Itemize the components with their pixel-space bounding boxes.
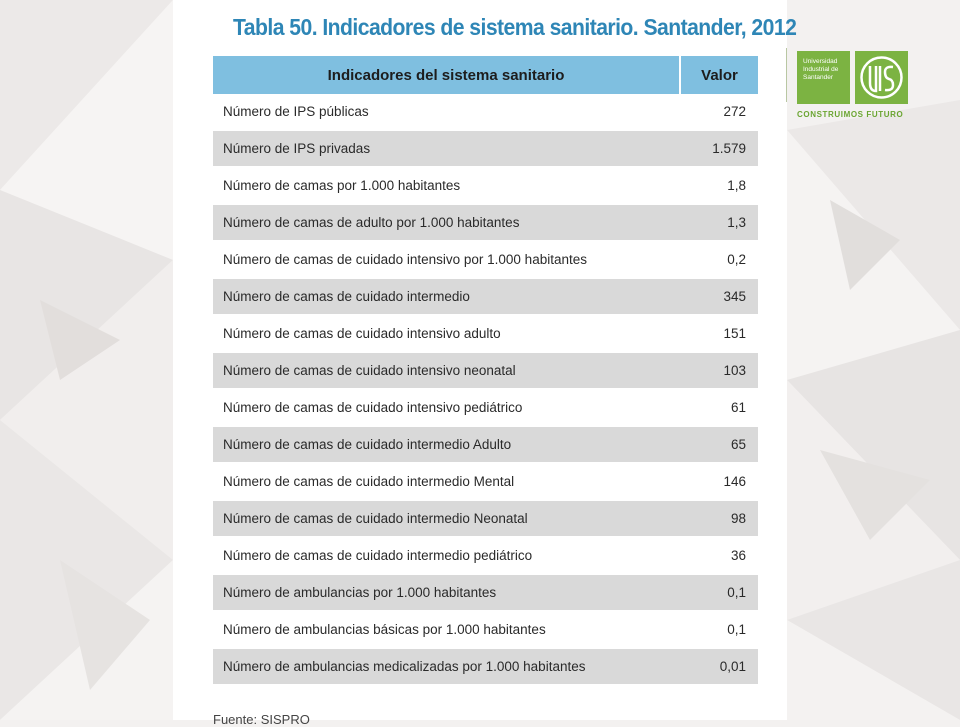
row-value: 0,1 <box>680 574 758 612</box>
row-label: Número de camas de cuidado intermedio pe… <box>213 537 680 575</box>
table-row: Número de IPS públicas 272 <box>213 94 758 131</box>
row-label: Número de ambulancias por 1.000 habitant… <box>213 574 680 612</box>
table-row: Número de ambulancias medicalizadas por … <box>213 648 758 686</box>
table-row: Número de IPS privadas 1.579 <box>213 130 758 168</box>
row-label: Número de IPS públicas <box>213 94 680 131</box>
header-value: Valor <box>680 56 758 94</box>
row-label: Número de ambulancias básicas por 1.000 … <box>213 611 680 649</box>
university-logo: Universidad Industrial de Santander <box>797 51 850 104</box>
row-value: 0,01 <box>680 648 758 686</box>
logo-line: Universidad <box>803 58 838 65</box>
row-value: 0,2 <box>680 241 758 279</box>
logo-line: Industrial de <box>803 66 839 73</box>
row-label: Número de camas de cuidado intensivo por… <box>213 241 680 279</box>
row-value: 1,8 <box>680 167 758 205</box>
table-row: Número de camas de cuidado intensivo adu… <box>213 315 758 353</box>
indicators-table: Indicadores del sistema sanitario Valor … <box>213 56 758 686</box>
table-row: Número de camas de cuidado intermedio Ne… <box>213 500 758 538</box>
table-row: Número de camas de cuidado intensivo por… <box>213 241 758 279</box>
row-label: Número de camas de adulto por 1.000 habi… <box>213 204 680 242</box>
row-label: Número de camas por 1.000 habitantes <box>213 167 680 205</box>
row-label: Número de camas de cuidado intensivo ped… <box>213 389 680 427</box>
table-row: Número de camas de adulto por 1.000 habi… <box>213 204 758 242</box>
row-value: 65 <box>680 426 758 464</box>
table-row: Número de ambulancias básicas por 1.000 … <box>213 611 758 649</box>
logo-tagline: CONSTRUIMOS FUTURO <box>797 110 904 119</box>
table-row: Número de camas de cuidado intermedio Ad… <box>213 426 758 464</box>
row-value: 1.579 <box>680 130 758 168</box>
table-row: Número de camas de cuidado intensivo neo… <box>213 352 758 390</box>
row-value: 61 <box>680 389 758 427</box>
row-label: Número de camas de cuidado intermedio <box>213 278 680 316</box>
table-row: Número de camas de cuidado intensivo ped… <box>213 389 758 427</box>
row-value: 146 <box>680 463 758 501</box>
row-label: Número de IPS privadas <box>213 130 680 168</box>
row-label: Número de camas de cuidado intermedio Ad… <box>213 426 680 464</box>
table-row: Número de ambulancias por 1.000 habitant… <box>213 574 758 612</box>
uis-emblem-icon <box>855 51 908 104</box>
row-label: Número de camas de cuidado intensivo neo… <box>213 352 680 390</box>
logo-line: Santander <box>803 74 833 81</box>
row-value: 345 <box>680 278 758 316</box>
row-value: 151 <box>680 315 758 353</box>
header-indicator: Indicadores del sistema sanitario <box>213 56 681 94</box>
row-label: Número de camas de cuidado intensivo adu… <box>213 315 680 353</box>
row-value: 272 <box>680 94 758 131</box>
row-value: 1,3 <box>680 204 758 242</box>
table-row: Número de camas por 1.000 habitantes 1,8 <box>213 167 758 205</box>
table-row: Número de camas de cuidado intermedio 345 <box>213 278 758 316</box>
row-label: Número de camas de cuidado intermedio Ne… <box>213 500 680 538</box>
table-row: Número de camas de cuidado intermedio Me… <box>213 463 758 501</box>
row-value: 103 <box>680 352 758 390</box>
table-title: Tabla 50. Indicadores de sistema sanitar… <box>233 14 797 40</box>
row-value: 36 <box>680 537 758 575</box>
row-label: Número de ambulancias medicalizadas por … <box>213 648 680 686</box>
row-label: Número de camas de cuidado intermedio Me… <box>213 463 680 501</box>
table-row: Número de camas de cuidado intermedio pe… <box>213 537 758 575</box>
table-header-row: Indicadores del sistema sanitario Valor <box>213 56 758 94</box>
logo-divider <box>786 48 787 102</box>
row-value: 98 <box>680 500 758 538</box>
row-value: 0,1 <box>680 611 758 649</box>
